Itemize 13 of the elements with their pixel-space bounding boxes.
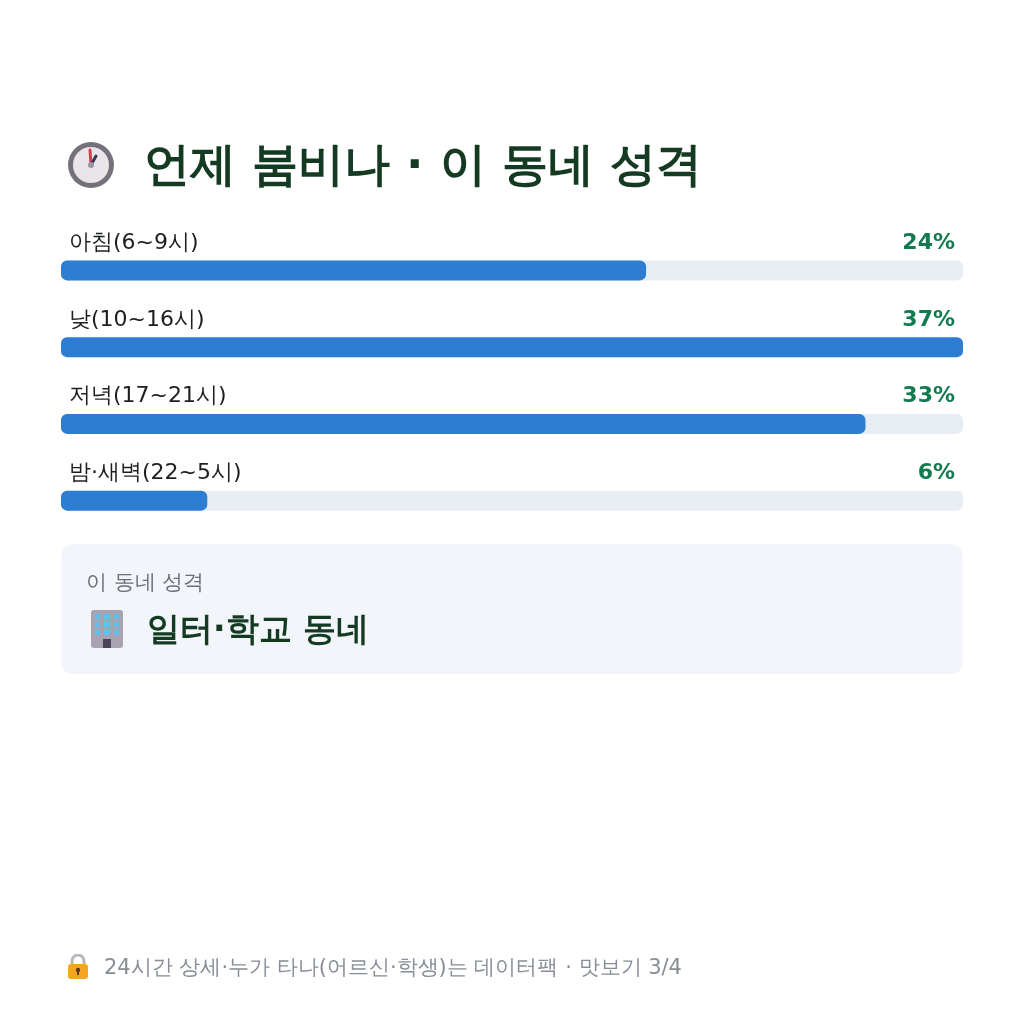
y-tick-label: 저녁(17~21시) <box>69 382 227 408</box>
y-tick-label: 아침(6~9시) <box>69 228 199 254</box>
text: 24시간 상세·누가 타나(어르신·학생)는 데이터팩 · 맛보기 3/4 <box>104 954 682 981</box>
data-label: 24% <box>902 228 955 254</box>
y-tick-label: 낮(10~16시) <box>69 305 205 331</box>
data-label: 33% <box>902 382 955 408</box>
y-tick-label: 밤·새벽(22~5시) <box>69 459 242 485</box>
data-label: 37% <box>902 305 955 331</box>
data-label: 6% <box>917 459 955 485</box>
chart-title: 언제 붐비나 · 이 동네 성격 <box>144 136 702 193</box>
bar <box>61 490 208 511</box>
text: 이 동네 성격 <box>86 569 205 596</box>
text: 일터·학교 동네 <box>147 607 370 650</box>
